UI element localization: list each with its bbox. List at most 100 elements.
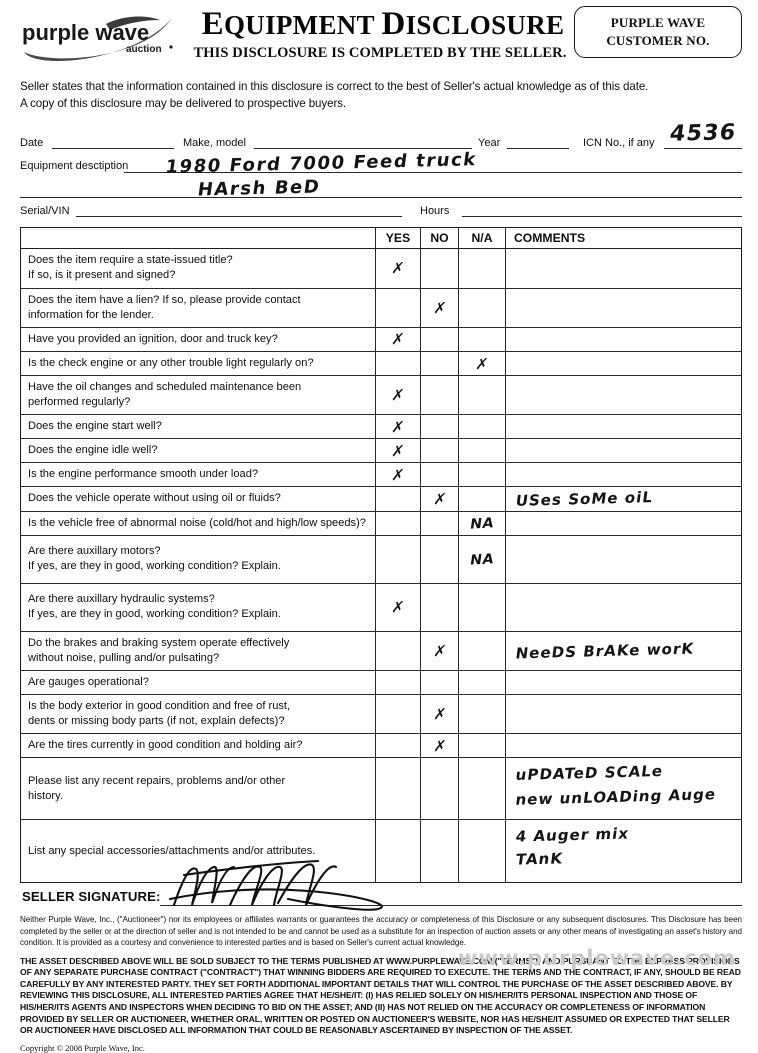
make-model-input[interactable] [254, 147, 472, 149]
answer-cell-yes[interactable]: ✗ [376, 376, 421, 415]
answer-cell-yes[interactable]: ✗ [376, 248, 421, 288]
equipment-description-input-2[interactable] [20, 196, 742, 198]
answer-cell-na[interactable] [459, 734, 506, 758]
answer-cell-na[interactable]: ✗ [459, 352, 506, 376]
answer-cell-yes[interactable]: ✗ [376, 415, 421, 439]
answer-cell-no[interactable] [421, 376, 459, 415]
comment-cell[interactable] [506, 463, 741, 486]
website-watermark: www.purplewave.com [458, 946, 736, 970]
answer-cell-no[interactable] [421, 820, 459, 883]
answer-cell-yes[interactable] [376, 631, 421, 670]
answer-cell-yes[interactable]: ✗ [376, 327, 421, 352]
answer-cell-yes[interactable] [376, 694, 421, 734]
answer-cell-yes[interactable] [376, 734, 421, 758]
answer-cell-yes[interactable] [376, 758, 421, 820]
comment-cell[interactable]: uPDATeD SCALe new unLOADing Auge [506, 758, 741, 819]
question-text: List any special accessories/attachments… [21, 820, 376, 883]
comment-cell[interactable] [506, 671, 741, 694]
comment-cell[interactable] [506, 512, 741, 535]
answer-cell-na[interactable] [459, 820, 506, 883]
answer-cell-na[interactable] [459, 694, 506, 734]
question-text: Have you provided an ignition, door and … [21, 327, 376, 352]
table-row: Does the item have a lien? If so, please… [21, 288, 741, 328]
answer-cell-no[interactable] [421, 439, 459, 463]
customer-number-box: PURPLE WAVE CUSTOMER NO. [574, 6, 742, 58]
answer-cell-no[interactable] [421, 670, 459, 694]
comment-cell[interactable] [506, 584, 741, 631]
answer-cell-no[interactable] [421, 415, 459, 439]
answer-cell-yes[interactable]: ✗ [376, 583, 421, 631]
date-input[interactable] [52, 147, 174, 149]
answer-cell-yes[interactable] [376, 670, 421, 694]
year-input[interactable] [507, 147, 569, 149]
answer-cell-no[interactable]: ✗ [421, 631, 459, 670]
answer-cell-yes[interactable] [376, 820, 421, 883]
answer-cell-na[interactable]: NA [459, 535, 506, 583]
comment-cell[interactable] [506, 415, 741, 438]
check-x-mark: ✗ [474, 354, 490, 373]
answer-cell-no[interactable]: ✗ [421, 694, 459, 734]
comment-cell[interactable]: NeeDS BrAKe worK [506, 632, 741, 670]
answer-cell-na[interactable] [459, 439, 506, 463]
intro-text: Seller states that the information conta… [20, 78, 742, 113]
seller-signature-input[interactable] [160, 905, 742, 907]
answer-cell-no[interactable] [421, 583, 459, 631]
answer-cell-na[interactable]: NA [459, 511, 506, 535]
answer-cell-na[interactable] [459, 376, 506, 415]
column-header-yes: YES [376, 227, 421, 248]
answer-cell-no[interactable]: ✗ [421, 288, 459, 327]
icn-input[interactable] [664, 147, 742, 149]
answer-cell-na[interactable] [459, 463, 506, 487]
comment-cell[interactable] [506, 328, 741, 351]
answer-cell-na[interactable] [459, 248, 506, 288]
comment-cell[interactable] [506, 352, 741, 375]
answer-cell-na[interactable] [459, 758, 506, 820]
answer-cell-na[interactable] [459, 487, 506, 511]
answer-cell-yes[interactable]: ✗ [376, 463, 421, 487]
table-header-row: YES NO N/A COMMENTS [21, 227, 741, 249]
comment-cell[interactable] [506, 289, 741, 327]
icn-value: 4536 [668, 119, 738, 147]
check-x-mark: ✗ [432, 641, 447, 661]
answer-cell-no[interactable] [421, 327, 459, 352]
question-text: Please list any recent repairs, problems… [21, 758, 376, 820]
answer-cell-na[interactable] [459, 583, 506, 631]
answer-cell-no[interactable]: ✗ [421, 734, 459, 758]
equipment-description-input[interactable] [124, 171, 742, 173]
comment-cell[interactable]: 4 Auger mix TAnK [506, 820, 741, 882]
answer-cell-no[interactable] [421, 352, 459, 376]
comment-cell[interactable] [506, 734, 741, 757]
answer-cell-no[interactable] [421, 463, 459, 487]
answer-cell-na[interactable] [459, 415, 506, 439]
answer-cell-yes[interactable]: ✗ [376, 439, 421, 463]
answer-cell-na[interactable] [459, 670, 506, 694]
comment-cell[interactable]: USes SoMe oiL [506, 487, 741, 510]
comment-cell[interactable] [506, 376, 741, 414]
question-text: Does the item have a lien? If so, please… [21, 288, 376, 327]
hours-input[interactable] [462, 215, 742, 217]
comment-cell[interactable] [506, 249, 741, 288]
answer-cell-na[interactable] [459, 288, 506, 327]
purple-wave-logo: purple wave auction [14, 8, 204, 64]
answer-cell-na[interactable] [459, 631, 506, 670]
document-subtitle: THIS DISCLOSURE IS COMPLETED BY THE SELL… [193, 45, 567, 61]
check-x-mark: ✗ [390, 330, 406, 349]
answer-cell-yes[interactable] [376, 535, 421, 583]
serial-vin-input[interactable] [76, 215, 402, 217]
answer-cell-yes[interactable] [376, 288, 421, 327]
comment-cell[interactable] [506, 536, 741, 583]
answer-cell-yes[interactable] [376, 487, 421, 511]
answer-cell-no[interactable] [421, 248, 459, 288]
check-x-mark: ✗ [390, 465, 406, 485]
answer-cell-yes[interactable] [376, 352, 421, 376]
comment-text: 4 Auger mix [514, 824, 631, 846]
answer-cell-na[interactable] [459, 327, 506, 352]
answer-cell-no[interactable] [421, 758, 459, 820]
comment-cell[interactable] [506, 439, 741, 462]
answer-cell-no[interactable] [421, 535, 459, 583]
comment-text: USes SoMe oiL [514, 488, 655, 510]
comment-cell[interactable] [506, 695, 741, 733]
answer-cell-no[interactable] [421, 511, 459, 535]
answer-cell-no[interactable]: ✗ [421, 487, 459, 511]
answer-cell-yes[interactable] [376, 511, 421, 535]
